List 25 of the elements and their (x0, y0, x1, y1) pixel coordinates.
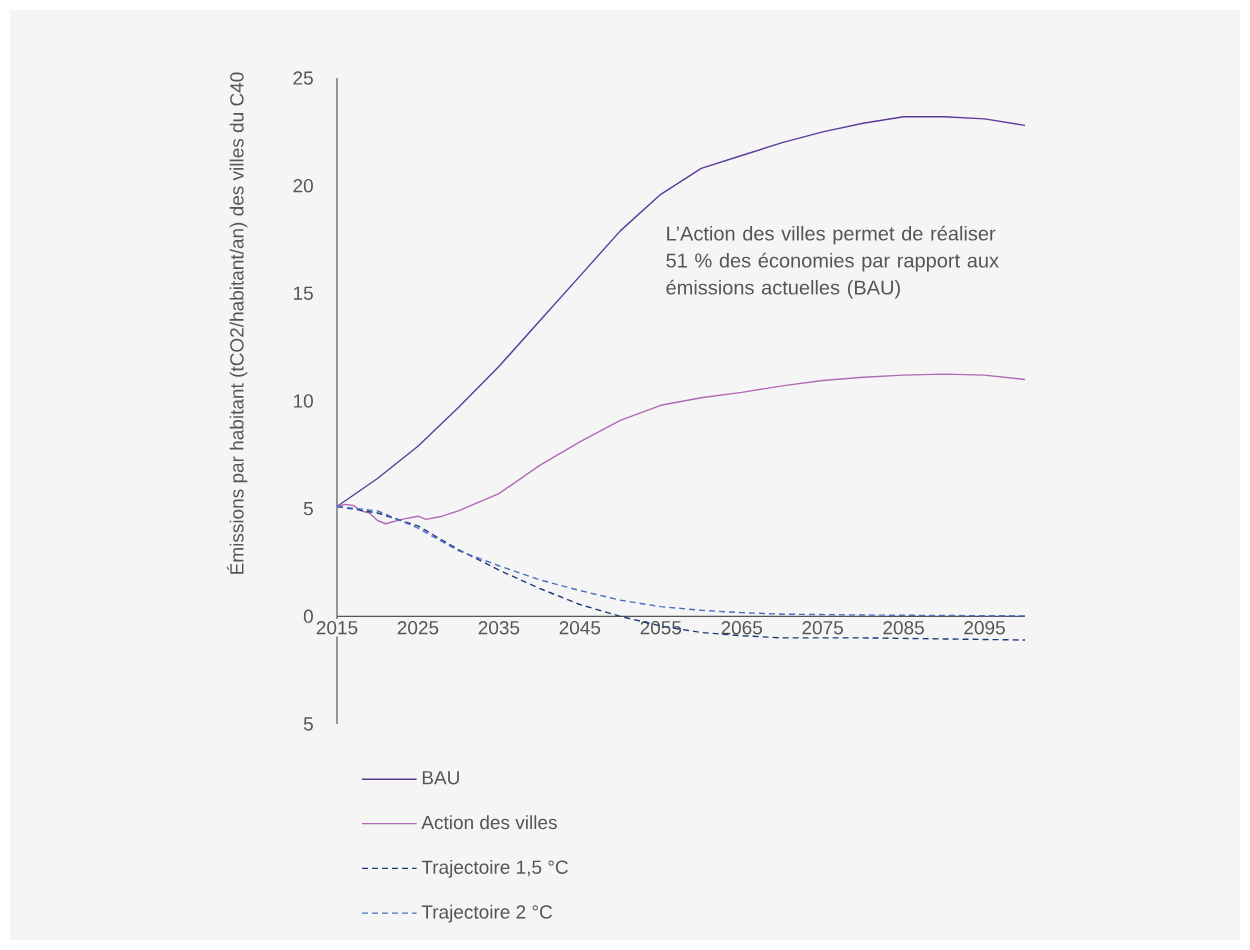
x-tick-label: 2025 (397, 621, 439, 635)
line-series (336, 116, 1026, 508)
y-tick-label: 25 (293, 71, 313, 85)
y-tick-label: 5 (303, 502, 313, 516)
line-series (336, 505, 1026, 617)
annotation: L’Action des villes permet de réaliser 51 % des économies par rapport aux émissions actuelles (BAU) (666, 225, 999, 299)
y-tick-label: 5 (303, 717, 313, 731)
legend-label: Trajectoire 1,5 °C (421, 860, 568, 878)
x-tick-label: 2045 (559, 621, 601, 635)
y-tick-label: 0 (303, 609, 313, 624)
legend-label: Trajectoire 2 °C (421, 904, 553, 923)
y-tick-label: 10 (293, 394, 313, 408)
x-tick-label: 2085 (883, 621, 924, 635)
x-tick-label: 2035 (478, 621, 520, 635)
x-tick-label: 2015 (316, 621, 358, 635)
y-tick-label: 20 (293, 178, 313, 193)
y-tick-label: 15 (293, 286, 313, 300)
legend-label: Action des villes (421, 815, 557, 830)
x-tick-label: 2055 (640, 621, 682, 635)
x-tick-label: 2065 (721, 621, 763, 635)
x-tick-label: 2095 (964, 621, 1005, 635)
x-tick-label: 2075 (802, 621, 843, 635)
legend-label: BAU (422, 771, 459, 785)
y-axis-title: Émissions par habitant (tCO2/habitant/an) des villes du C40 (226, 72, 248, 574)
line-series (336, 373, 1026, 525)
